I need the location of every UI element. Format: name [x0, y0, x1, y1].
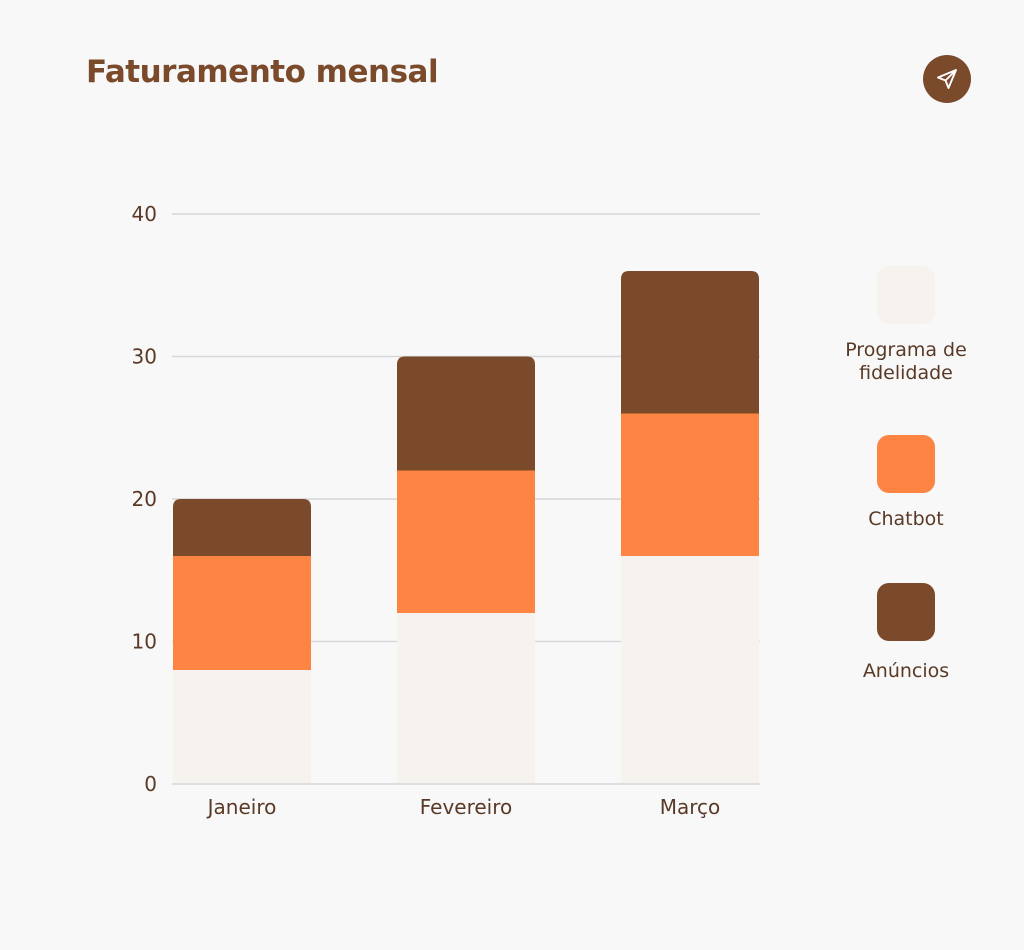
y-tick-label: 20	[132, 487, 157, 511]
x-tick-label: Março	[660, 795, 721, 819]
bar-segment	[621, 556, 759, 784]
legend-label: Anúncios	[863, 660, 949, 682]
bar-segment	[397, 356, 535, 471]
bar-segment	[173, 670, 311, 784]
bar-segment	[173, 499, 311, 556]
y-tick-label: 10	[132, 630, 157, 654]
legend-swatch	[877, 583, 935, 641]
x-tick-label: Fevereiro	[420, 795, 513, 819]
axes: 0 10 20 30 40 Janeiro Fevereiro Março	[132, 202, 760, 819]
bar-segment	[621, 413, 759, 556]
legend: Programa de fidelidade Chatbot Anúncios	[845, 266, 967, 682]
legend-label: Chatbot	[868, 508, 944, 530]
legend-swatch	[877, 435, 935, 493]
x-tick-label: Janeiro	[206, 795, 277, 819]
y-tick-label: 40	[132, 202, 157, 226]
bar-segment	[397, 470, 535, 613]
bar-segment	[397, 613, 535, 784]
chart-title: Faturamento mensal	[86, 54, 439, 90]
y-tick-label: 30	[132, 345, 157, 369]
y-tick-label: 0	[144, 772, 157, 796]
bar-segment	[621, 271, 759, 414]
bars	[173, 271, 759, 784]
share-button[interactable]	[923, 55, 971, 103]
legend-label: Programa de fidelidade	[845, 339, 967, 384]
send-icon	[937, 69, 957, 89]
bar-segment	[173, 556, 311, 670]
legend-swatch	[877, 266, 935, 324]
